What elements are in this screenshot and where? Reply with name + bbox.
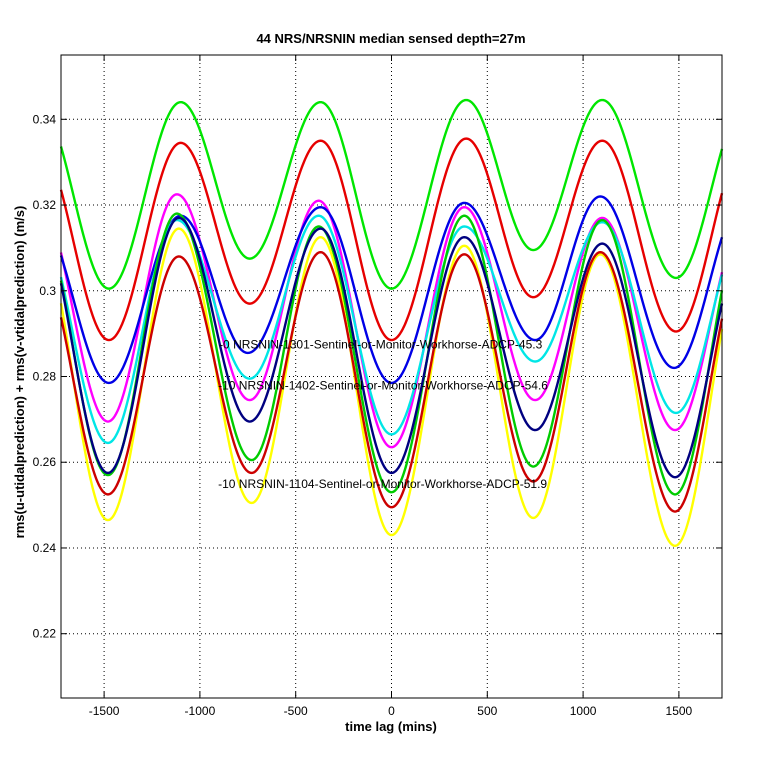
tick-group: -1500 -1000 -500 0 500 1000 1500 0.22 0.24 0.26 0.… xyxy=(33,55,722,718)
x-tick-label: -1500 xyxy=(89,704,120,718)
annotation-label: -0 NRSNIN-1301-Sentinel-or-Monitor-Workh… xyxy=(219,338,543,352)
series-line-magenta xyxy=(59,193,724,449)
x-tick-label: -500 xyxy=(284,704,308,718)
y-tick-label: 0.32 xyxy=(33,198,57,212)
annotation-group: -0 NRSNIN-1301-Sentinel-or-Monitor-Workh… xyxy=(218,338,548,491)
x-tick-label: 500 xyxy=(477,704,497,718)
series-line-green-lower xyxy=(59,212,724,496)
y-tick-label: 0.26 xyxy=(33,455,57,469)
series-line-red-upper xyxy=(59,137,724,342)
x-tick-label: 0 xyxy=(388,704,395,718)
series-line-navy xyxy=(59,216,724,479)
annotation-label: -10 NRSNIN-1104-Sentinel-or-Monitor-Work… xyxy=(218,477,547,491)
y-tick-label: 0.34 xyxy=(33,112,57,126)
x-tick-label: 1500 xyxy=(666,704,693,718)
series-line-green-upper xyxy=(59,98,724,290)
y-tick-label: 0.3 xyxy=(39,284,56,298)
x-axis-label: time lag (mins) xyxy=(345,719,437,734)
y-tick-label: 0.22 xyxy=(33,627,57,641)
x-tick-label: -1000 xyxy=(185,704,216,718)
series-line-yellow xyxy=(59,227,724,548)
annotation-label: -10 NRSNIN-1402-Sentinel-or-Monitor-Work… xyxy=(218,378,548,392)
y-axis-label: rms(u-utidalprediction) + rms(v-vtidalpr… xyxy=(12,206,27,539)
y-tick-label: 0.28 xyxy=(33,370,57,384)
series-group xyxy=(59,98,724,548)
y-tick-label: 0.24 xyxy=(33,541,57,555)
chart-title: 44 NRS/NRSNIN median sensed depth=27m xyxy=(256,31,525,46)
series-line-red-lower xyxy=(59,250,724,513)
x-tick-label: 1000 xyxy=(570,704,597,718)
